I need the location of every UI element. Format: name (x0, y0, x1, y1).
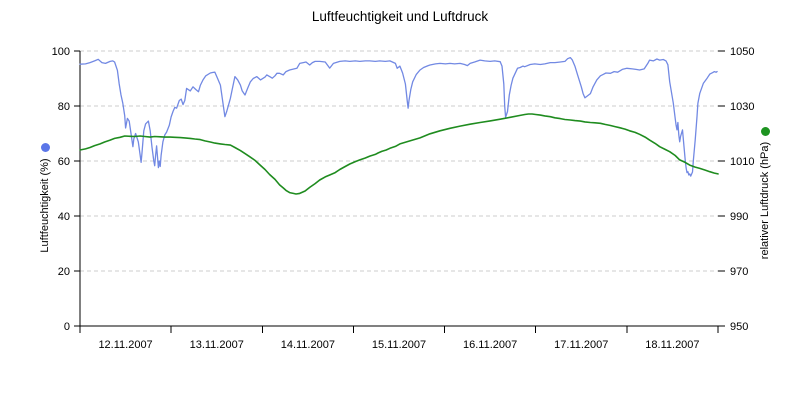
x-axis-tick-label: 12.11.2007 (98, 339, 152, 351)
left-axis-tick-label: 60 (58, 156, 70, 168)
right-axis-label-text: relativer Luftdruck (hPa) (759, 141, 771, 260)
right-axis-tick-label: 1010 (730, 156, 754, 168)
x-axis-tick-label: 17.11.2007 (554, 339, 608, 351)
right-axis-tick-label: 970 (730, 266, 748, 278)
tick-labels: 0 20 40 60 80 100 950 970 990 1010 1030 1050 12.11.2… (52, 46, 755, 351)
x-axis-tick-label: 16.11.2007 (463, 339, 517, 351)
pressure-legend-dot-icon (760, 126, 770, 136)
x-axis-tick-label: 14.11.2007 (281, 339, 335, 351)
right-axis-tick-label: 1030 (730, 101, 754, 113)
left-axis-label: Luftfeuchtigkeit (%) (37, 108, 53, 288)
left-axis-tick-label: 80 (58, 101, 70, 113)
right-axis-label: relativer Luftdruck (hPa) (757, 103, 773, 283)
left-axis-tick-label: 0 (64, 321, 70, 333)
left-axis-tick-label: 20 (58, 266, 70, 278)
gridlines (80, 50, 718, 272)
x-axis-tick-label: 15.11.2007 (372, 339, 426, 351)
right-axis-tick-label: 1050 (730, 46, 754, 58)
humidity-line (79, 56, 718, 177)
x-axis-tick-label: 18.11.2007 (645, 339, 699, 351)
series (79, 56, 719, 195)
right-axis-tick-label: 990 (730, 211, 748, 223)
left-axis-tick-label: 100 (52, 46, 70, 58)
humidity-legend-dot-icon (40, 143, 50, 153)
left-axis-label-text: Luftfeuchtigkeit (%) (39, 158, 51, 253)
right-axis-tick-label: 950 (730, 321, 748, 333)
x-axis-tick-label: 13.11.2007 (190, 339, 244, 351)
chart-title: Luftfeuchtigkeit und Luftdruck (311, 9, 489, 24)
pressure-line (79, 113, 719, 195)
left-axis-tick-label: 40 (58, 211, 70, 223)
axes (74, 50, 725, 333)
